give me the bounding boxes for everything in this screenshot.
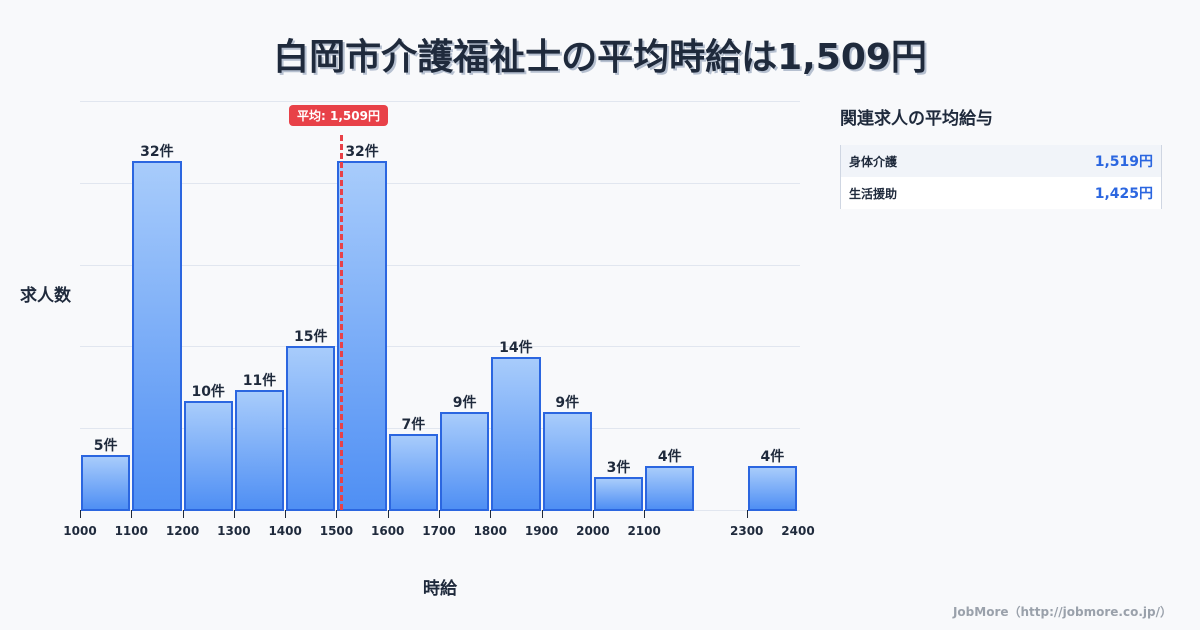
x-tick-label: 1200 — [165, 524, 200, 538]
x-tick-label: 1600 — [371, 524, 405, 538]
x-tick — [747, 510, 748, 518]
x-tick — [388, 510, 389, 518]
x-tick — [439, 510, 440, 518]
histogram-bar — [542, 411, 592, 511]
histogram-bar — [337, 160, 387, 511]
job-type-salary: 1,519円 — [1094, 154, 1153, 170]
x-tick — [336, 510, 337, 518]
histogram-bar — [132, 160, 182, 511]
x-tick — [234, 510, 235, 518]
bar-value-label: 9件 — [555, 394, 580, 411]
histogram-bar — [747, 466, 797, 511]
related-salary-row: 生活援助 1,425円 — [841, 177, 1161, 209]
job-type-name: 身体介護 — [849, 154, 898, 169]
bar-value-label: 4件 — [760, 449, 785, 466]
histogram-bar — [645, 466, 695, 511]
histogram-bar — [286, 346, 336, 511]
x-tick-label: 2000 — [576, 524, 610, 538]
x-tick-label: 1300 — [217, 524, 251, 538]
average-line — [340, 135, 344, 510]
x-tick — [183, 510, 184, 518]
bar-value-label: 5件 — [93, 438, 118, 455]
histogram-bar — [234, 390, 285, 511]
histogram-bar — [491, 357, 541, 511]
bar-value-label: 14件 — [499, 340, 533, 357]
bar-value-label: 3件 — [606, 460, 631, 477]
histogram-chart: 求人数 時給 5件 32件 10件 11件 15件 32件 7件 9件 14件 9件 3件 4件 4件 … — [20, 101, 815, 599]
bar-value-label: 4件 — [657, 449, 682, 466]
job-type-salary: 1,425円 — [1094, 186, 1153, 202]
x-tick-label: 1900 — [524, 524, 559, 538]
gridline — [80, 183, 800, 184]
x-tick — [542, 510, 543, 518]
x-tick-label: 2400 — [781, 524, 815, 538]
x-tick — [285, 510, 286, 518]
job-type-name: 生活援助 — [849, 186, 898, 201]
histogram-bar — [183, 400, 233, 511]
bar-value-label: 11件 — [242, 373, 277, 390]
x-tick-label: 1000 — [63, 524, 97, 538]
x-tick — [131, 510, 132, 518]
histogram-bar — [593, 477, 644, 511]
x-tick — [490, 510, 491, 518]
x-axis-label: 時給 — [423, 579, 457, 599]
x-tick-label: 1500 — [319, 524, 354, 538]
y-axis-label: 求人数 — [20, 286, 71, 306]
x-tick-label: 1700 — [422, 524, 456, 538]
bar-value-label: 15件 — [294, 329, 328, 346]
related-salary-title: 関連求人の平均給与 — [840, 109, 993, 129]
page-title: 白岡市介護福祉士の平均時給は1,509円 — [273, 37, 927, 78]
bar-value-label: 32件 — [345, 143, 379, 160]
x-tick — [80, 510, 81, 518]
histogram-bar — [388, 433, 438, 511]
histogram-bar — [81, 455, 131, 511]
gridline — [80, 346, 800, 347]
x-tick-label: 2300 — [730, 524, 764, 538]
related-salary-table: 身体介護 1,519円 生活援助 1,425円 — [840, 145, 1162, 209]
x-tick — [644, 510, 645, 518]
bar-value-label: 10件 — [191, 383, 225, 400]
x-tick-label: 2100 — [627, 524, 661, 538]
gridline — [80, 101, 800, 102]
x-tick-label: 1400 — [268, 524, 302, 538]
bar-value-label: 32件 — [140, 143, 174, 160]
source-credit: JobMore（http://jobmore.co.jp/） — [952, 605, 1172, 619]
average-badge: 平均: 1,509円 — [289, 105, 388, 126]
x-tick — [593, 510, 594, 518]
gridline — [80, 265, 800, 266]
x-tick-label: 1800 — [473, 524, 507, 538]
bar-value-label: 9件 — [452, 394, 477, 411]
bar-value-label: 7件 — [401, 416, 426, 433]
histogram-bar — [440, 411, 490, 511]
x-tick-label: 1100 — [114, 524, 148, 538]
related-salary-row: 身体介護 1,519円 — [841, 145, 1161, 177]
